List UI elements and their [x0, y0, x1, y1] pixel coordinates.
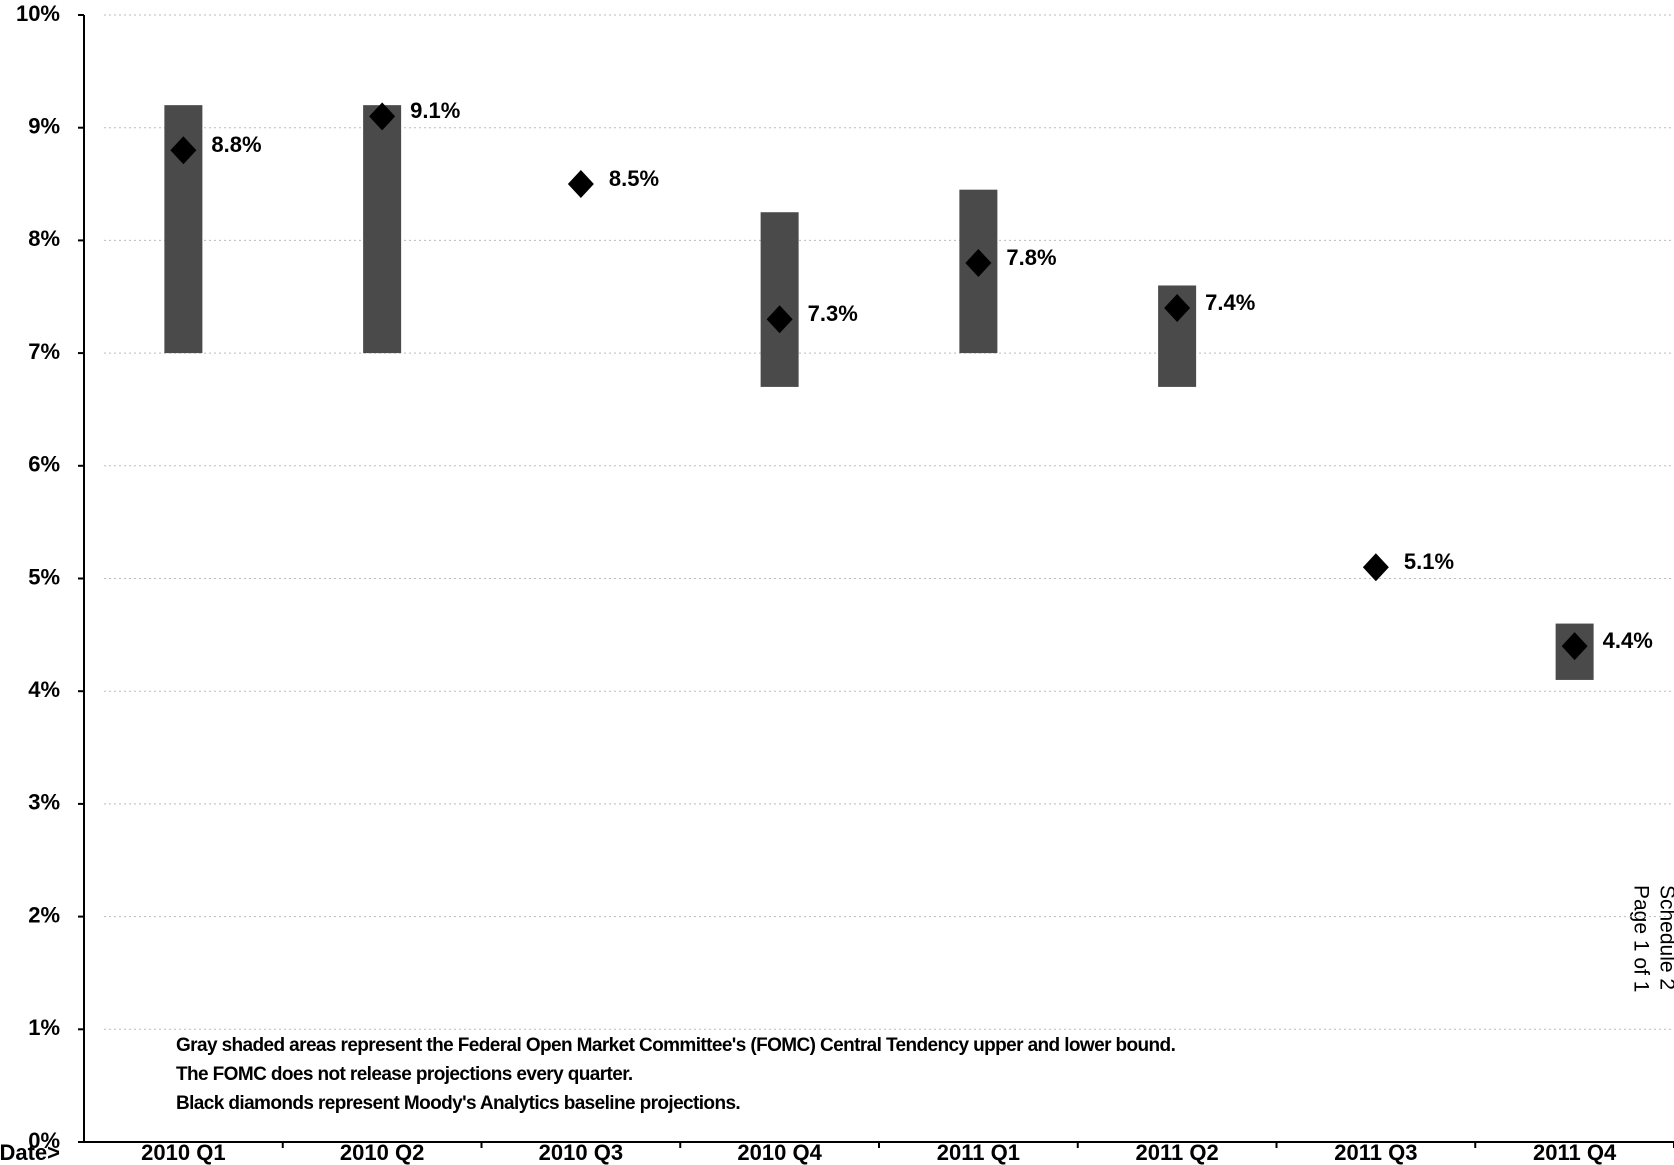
diamond — [1362, 553, 1389, 582]
x-tick-label: 2011 Q3 — [1334, 1140, 1417, 1165]
y-tick-label: 2% — [28, 902, 60, 927]
diamond — [1561, 632, 1588, 661]
x-axis-label: Release Date> — [0, 1140, 60, 1165]
side-text: Page 1 of 1 — [1629, 885, 1652, 992]
y-tick-label: 4% — [28, 677, 60, 702]
note: Gray shaded areas represent the Federal … — [176, 1035, 1175, 1056]
range-bar — [760, 212, 799, 387]
x-tick-label: 2010 Q4 — [737, 1140, 822, 1165]
note: The FOMC does not release projections ev… — [176, 1064, 633, 1085]
data-label: 7.3% — [808, 301, 858, 326]
diamond — [766, 305, 793, 334]
x-tick-label: 2010 Q3 — [539, 1140, 623, 1165]
x-tick-label: 2011 Q4 — [1533, 1140, 1617, 1165]
diamond — [369, 102, 396, 131]
y-tick-label: 8% — [28, 226, 60, 251]
y-tick-label: 10% — [16, 1, 60, 26]
diamond — [1164, 294, 1191, 323]
x-tick-label: 2010 Q1 — [141, 1140, 225, 1165]
y-tick-label: 7% — [28, 339, 60, 364]
range-bar — [363, 105, 402, 354]
diamond — [965, 248, 992, 277]
x-tick-label: 2011 Q1 — [937, 1140, 1020, 1165]
data-label: 7.4% — [1205, 290, 1255, 315]
x-tick-label: 2011 Q2 — [1136, 1140, 1219, 1165]
note: Black diamonds represent Moody's Analyti… — [176, 1093, 740, 1114]
y-tick-label: 0% — [28, 1128, 60, 1153]
data-label: 5.1% — [1404, 549, 1454, 574]
diamond — [170, 136, 197, 165]
x-tick-label: 2010 Q2 — [340, 1140, 424, 1165]
data-label: 8.8% — [211, 132, 261, 157]
y-tick-label: 5% — [28, 564, 60, 589]
data-label: 9.1% — [410, 98, 460, 123]
data-label: 8.5% — [609, 166, 659, 191]
y-tick-label: 1% — [28, 1015, 60, 1040]
side-text: Schedule 2 — [1655, 885, 1674, 990]
data-label: 4.4% — [1603, 628, 1653, 653]
data-label: 7.8% — [1006, 245, 1056, 270]
y-tick-label: 6% — [28, 452, 60, 477]
diamond — [567, 170, 594, 199]
y-tick-label: 9% — [28, 114, 60, 139]
y-tick-label: 3% — [28, 790, 60, 815]
